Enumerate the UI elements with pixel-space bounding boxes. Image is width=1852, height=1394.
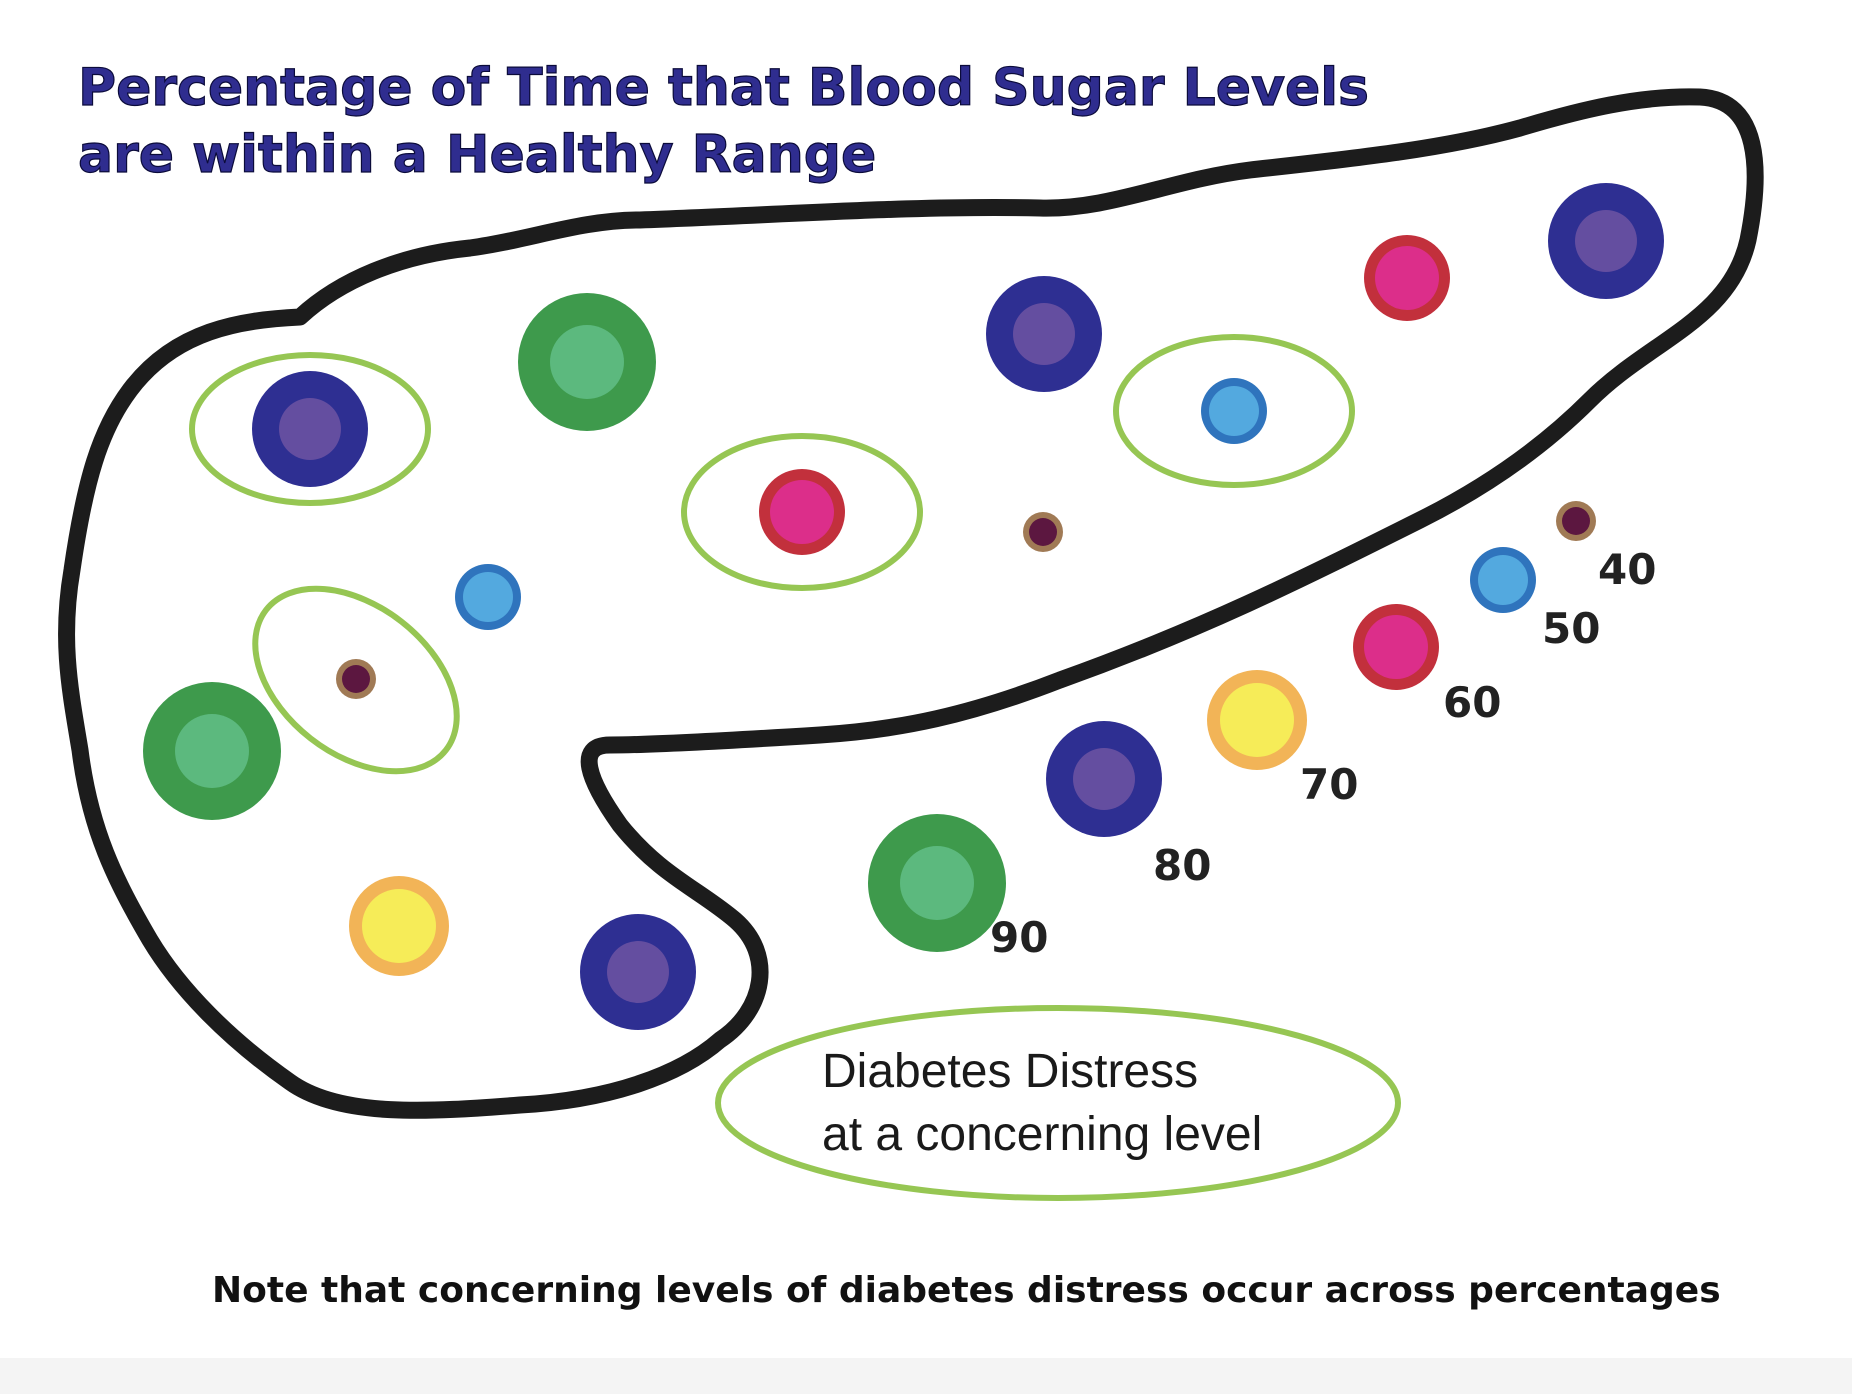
dot-inner xyxy=(1220,683,1294,757)
participant-dot xyxy=(1548,183,1664,299)
title: Percentage of Time that Blood Sugar Leve… xyxy=(77,57,1369,185)
pancreas-outline xyxy=(58,88,1764,1119)
footnote: Note that concerning levels of diabetes … xyxy=(212,1270,1721,1311)
scale-dot-80 xyxy=(1046,721,1162,837)
title-line-1: Percentage of Time that Blood Sugar Leve… xyxy=(78,58,1369,118)
dot-inner xyxy=(607,941,669,1003)
distress-rings xyxy=(189,334,1401,1201)
participant-dot xyxy=(1023,512,1063,552)
dot-inner xyxy=(1364,615,1428,679)
scale-label-80: 80 xyxy=(1153,841,1211,890)
distress-ring xyxy=(681,433,923,591)
dot-inner xyxy=(1029,518,1057,546)
participant-dot xyxy=(1364,235,1450,321)
dot-inner xyxy=(900,846,974,920)
participant-dot xyxy=(1201,378,1267,444)
participant-dot xyxy=(252,371,368,487)
scale-dot-60 xyxy=(1353,604,1439,690)
scale-label-60: 60 xyxy=(1443,678,1501,727)
title-line-2: are within a Healthy Range xyxy=(78,125,876,185)
distress-ring xyxy=(1113,334,1355,488)
participant-dot xyxy=(986,276,1102,392)
dot-inner xyxy=(279,398,341,460)
participant-dot xyxy=(455,564,521,630)
dot-inner xyxy=(175,714,249,788)
scale-label-40: 40 xyxy=(1598,545,1656,594)
scale-dot-40 xyxy=(1556,501,1596,541)
participant-dot xyxy=(759,469,845,555)
dot-inner xyxy=(1478,555,1528,605)
dot-inner xyxy=(1575,210,1637,272)
percentage-scale: 90 80 70 60 50 40 xyxy=(868,501,1656,962)
scale-dot-50 xyxy=(1470,547,1536,613)
distress-ring xyxy=(252,585,460,775)
participant-dot xyxy=(336,659,376,699)
participant-dot xyxy=(143,682,281,820)
dot-inner xyxy=(1562,507,1590,535)
legend-line-1: Diabetes Distress xyxy=(822,1045,1198,1098)
scale-dot-90 xyxy=(868,814,1006,952)
dot-inner xyxy=(1375,246,1439,310)
dot-inner xyxy=(342,665,370,693)
participant-dot xyxy=(349,876,449,976)
dot-inner xyxy=(1013,303,1075,365)
dot-inner xyxy=(1073,748,1135,810)
page-bottom-edge xyxy=(0,1358,1852,1394)
scale-dot-70 xyxy=(1207,670,1307,770)
participant-dot xyxy=(518,293,656,431)
participant-dots xyxy=(143,183,1664,1030)
participant-dot xyxy=(580,914,696,1030)
dot-inner xyxy=(463,572,513,622)
distress-ring xyxy=(189,352,431,506)
legend-distress-ring xyxy=(715,1005,1401,1201)
dot-inner xyxy=(362,889,436,963)
legend: Diabetes Distress at a concerning level xyxy=(822,1045,1262,1161)
dot-inner xyxy=(1209,386,1259,436)
legend-line-2: at a concerning level xyxy=(822,1108,1262,1161)
scale-label-70: 70 xyxy=(1300,760,1358,809)
dot-inner xyxy=(550,325,624,399)
scale-label-50: 50 xyxy=(1542,604,1600,653)
scale-label-90: 90 xyxy=(990,913,1048,962)
dot-inner xyxy=(770,480,834,544)
